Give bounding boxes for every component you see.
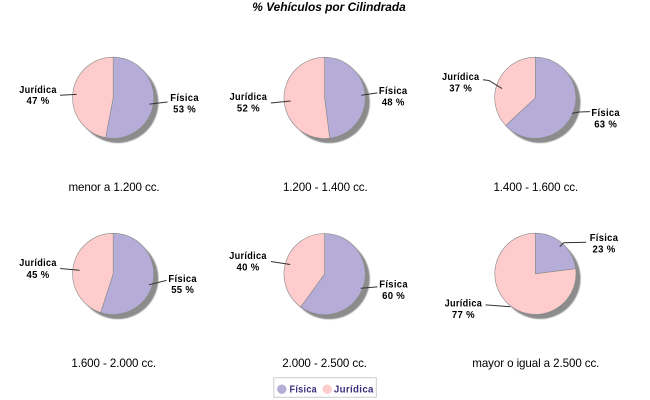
svg-text:2.000 - 2.500 cc.: 2.000 - 2.500 cc. <box>282 357 367 370</box>
svg-text:1.400 - 1.600 cc.: 1.400 - 1.600 cc. <box>493 181 578 194</box>
svg-text:Jurídica: Jurídica <box>445 298 483 310</box>
svg-text:Física: Física <box>379 279 408 291</box>
svg-text:37 %: 37 % <box>449 83 472 95</box>
svg-text:Física: Física <box>168 273 197 285</box>
svg-text:60 %: 60 % <box>382 290 405 302</box>
svg-text:Jurídica: Jurídica <box>19 257 57 269</box>
svg-text:77 %: 77 % <box>452 309 475 321</box>
svg-text:47 %: 47 % <box>27 95 50 107</box>
svg-text:Jurídica: Jurídica <box>230 91 268 103</box>
svg-text:Física: Física <box>290 384 318 396</box>
svg-text:Jurídica: Jurídica <box>442 71 480 83</box>
svg-text:45 %: 45 % <box>27 269 50 281</box>
svg-text:63 %: 63 % <box>594 119 617 131</box>
svg-text:Jurídica: Jurídica <box>334 384 374 396</box>
svg-text:Jurídica: Jurídica <box>19 84 57 96</box>
svg-text:Jurídica: Jurídica <box>229 250 267 262</box>
svg-text:Física: Física <box>170 92 199 104</box>
svg-text:Física: Física <box>379 85 408 97</box>
svg-text:40 %: 40 % <box>237 262 260 274</box>
svg-text:Física: Física <box>591 107 620 119</box>
svg-text:1.600 - 2.000 cc.: 1.600 - 2.000 cc. <box>71 357 156 370</box>
svg-text:55 %: 55 % <box>171 284 194 296</box>
svg-text:% Vehículos por Cilindrada: % Vehículos por Cilindrada <box>252 0 406 14</box>
svg-text:53 %: 53 % <box>173 104 196 116</box>
svg-text:mayor o igual a 2.500 cc.: mayor o igual a 2.500 cc. <box>472 357 599 370</box>
svg-text:48 %: 48 % <box>382 96 405 108</box>
svg-text:Física: Física <box>590 232 619 244</box>
svg-text:menor a 1.200 cc.: menor a 1.200 cc. <box>68 181 159 194</box>
svg-text:23 %: 23 % <box>593 244 616 256</box>
svg-text:52 %: 52 % <box>237 102 260 114</box>
svg-text:1.200 - 1.400 cc.: 1.200 - 1.400 cc. <box>283 181 368 194</box>
